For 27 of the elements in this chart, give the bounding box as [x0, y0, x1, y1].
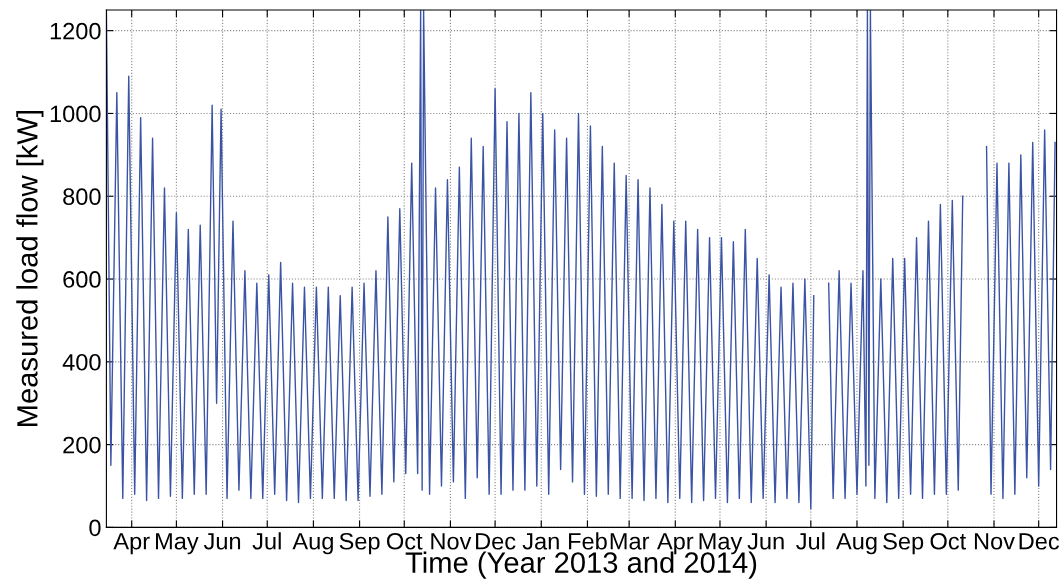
- x-tick-label: Jun: [203, 533, 241, 550]
- y-tick-label: 1200: [50, 22, 101, 40]
- x-tick-label: Aug: [836, 533, 877, 555]
- x-tick-label: Jul: [252, 532, 281, 550]
- y-tick-label: 800: [63, 188, 101, 206]
- y-tick-label: 0: [89, 519, 101, 537]
- x-tick-label: Dec: [1019, 533, 1060, 550]
- y-tick-label: 1000: [50, 105, 101, 123]
- x-tick-label: Oct: [930, 532, 967, 550]
- x-tick-label: Oct: [387, 532, 423, 550]
- x-tick-label: Dec: [476, 533, 516, 550]
- y-tick-label: 400: [62, 353, 101, 371]
- x-tick-label: Sep: [339, 532, 380, 555]
- x-tick-label: Sep: [883, 532, 924, 555]
- y-tick-label: 200: [63, 436, 101, 454]
- x-tick-label: Jan: [522, 533, 559, 550]
- y-tick-label: 600: [63, 271, 101, 288]
- x-tick-label: Mar: [610, 533, 650, 550]
- x-tick-label: Nov: [974, 533, 1015, 550]
- x-tick-label: Aug: [292, 533, 333, 555]
- y-axis-title: Measured load flow [kW]: [16, 111, 44, 426]
- x-tick-label: Feb: [569, 532, 607, 550]
- x-tick-label: Jun: [747, 533, 784, 550]
- x-tick-label: May: [156, 533, 199, 555]
- x-tick-label: Apr: [113, 533, 150, 555]
- x-tick-label: Jul: [796, 532, 825, 550]
- x-tick-label: Nov: [431, 533, 472, 550]
